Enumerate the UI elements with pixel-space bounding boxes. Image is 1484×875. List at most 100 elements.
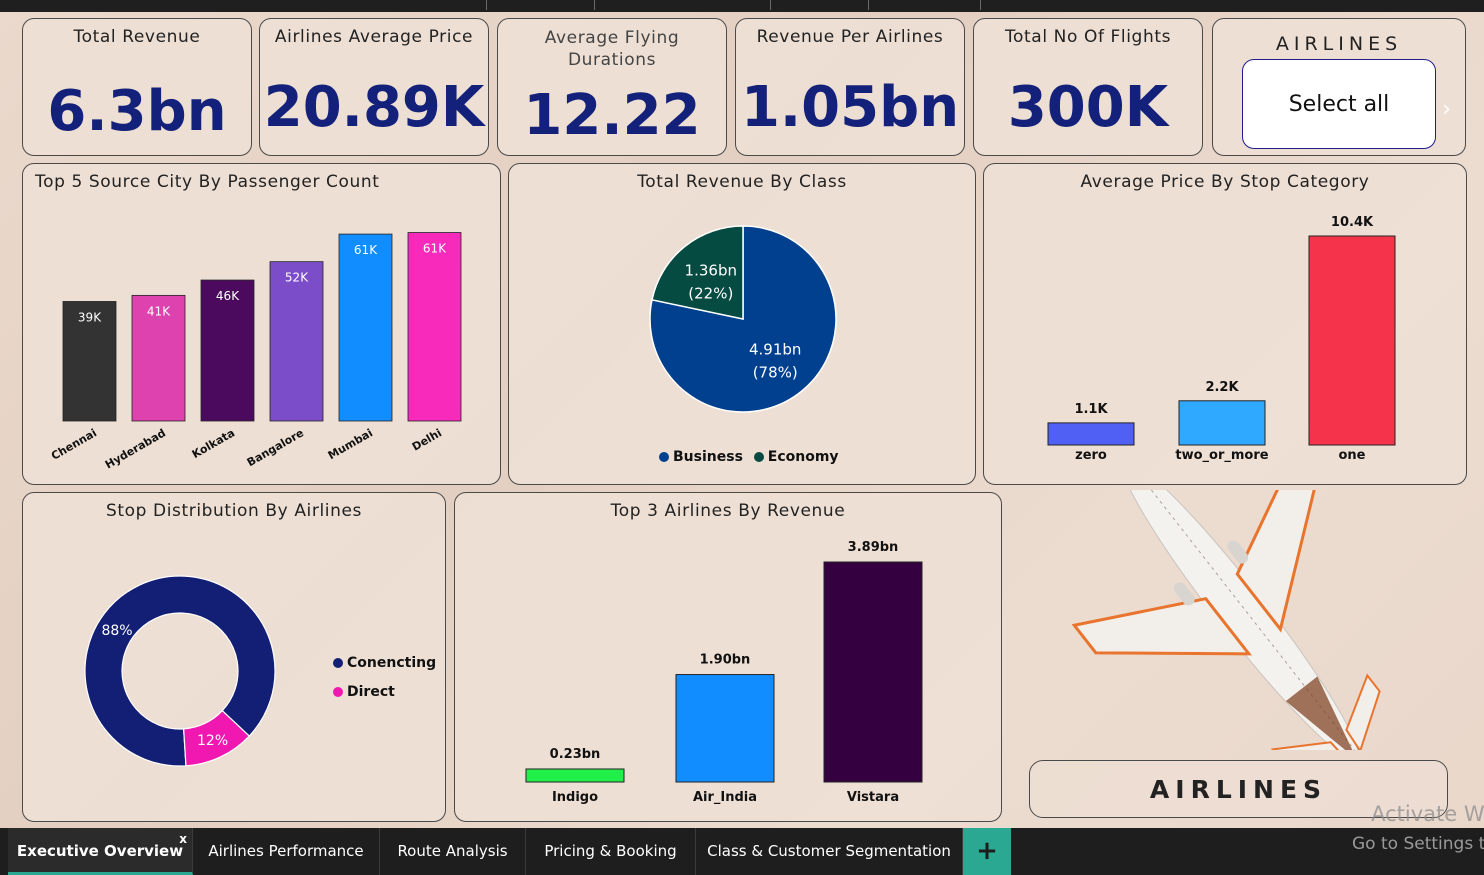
category-label-bangalore: Bangalore <box>245 426 306 469</box>
chart-revenue-by-class: Total Revenue By Class 4.91bn (78%) 1.36bn… <box>508 163 976 485</box>
donut-slice-conencting <box>84 575 276 767</box>
pie-slice-economy <box>651 225 744 320</box>
kpi-total-flights: Total No Of Flights 300K <box>973 18 1203 156</box>
bar-vistara <box>823 561 923 783</box>
add-page-button[interactable]: + <box>963 828 1011 875</box>
chart-top5-source-city: Top 5 Source City By Passenger Count 39K… <box>22 163 501 485</box>
tab-class-customer-segmentation[interactable]: Class & Customer Segmentation <box>696 828 963 875</box>
legend-label-economy: Economy <box>767 449 839 465</box>
legend-label-business: Business <box>673 449 743 465</box>
kpi-label-line1: Average Flying <box>544 28 680 48</box>
bar-zero <box>1047 422 1135 446</box>
slice-pct-business: (78%) <box>753 364 798 382</box>
category-label-chennai: Chennai <box>49 426 99 462</box>
kpi-value: 1.05bn <box>740 75 960 140</box>
bar-hyderabad <box>131 294 186 422</box>
kpi-value: 20.89K <box>263 75 485 140</box>
kpi-average-price: Airlines Average Price 20.89K <box>259 18 489 156</box>
legend-dot-connecting <box>333 658 343 668</box>
kpi-label: Revenue Per Airlines <box>756 27 944 47</box>
airlines-slicer: AIRLINES Select all › <box>1212 18 1466 156</box>
chart-title: Total Revenue By Class <box>637 172 847 192</box>
bar-two-or-more <box>1178 400 1266 446</box>
data-label-bangalore: 52K <box>285 271 309 285</box>
slice-label-direct: 12% <box>197 733 228 749</box>
tab-pricing-booking[interactable]: Pricing & Booking <box>526 828 696 875</box>
chart-stop-distribution: Stop Distribution By Airlines 88% 12% Con… <box>22 492 446 822</box>
bar-one <box>1308 235 1396 446</box>
kpi-value: 300K <box>1007 75 1169 140</box>
bar-delhi <box>407 232 462 422</box>
kpi-label: Airlines Average Price <box>274 27 474 47</box>
category-label-delhi: Delhi <box>410 426 444 453</box>
bar-indigo <box>525 768 625 783</box>
kpi-value: 6.3bn <box>47 79 227 144</box>
activation-watermark-line1: Activate Wi <box>1371 802 1484 826</box>
slice-value-business: 4.91bn <box>749 341 801 359</box>
data-label-hyderabad: 41K <box>147 304 171 318</box>
slice-pct-economy: (22%) <box>688 284 733 302</box>
data-label-mumbai: 61K <box>354 243 378 257</box>
kpi-value: 12.22 <box>523 83 701 148</box>
legend-dot-direct <box>333 687 343 697</box>
kpi-label-line2: Durations <box>567 50 657 70</box>
bar-bangalore <box>269 261 324 422</box>
pie-chart-revenue-class: 4.91bn (78%) 1.36bn (22%) <box>649 225 837 413</box>
data-label-chennai: 39K <box>78 310 102 324</box>
legend-dot-business <box>659 452 669 462</box>
tab-airlines-performance[interactable]: Airlines Performance <box>193 828 380 875</box>
chart-title: Average Price By Stop Category <box>1080 172 1370 192</box>
data-label-two-or-more: 2.2K <box>1205 380 1239 395</box>
slice-value-economy: 1.36bn <box>685 261 737 279</box>
bar-mumbai <box>338 233 393 422</box>
data-label-one: 10.4K <box>1331 215 1374 230</box>
category-label-kolkata: Kolkata <box>190 426 237 461</box>
data-label-vistara: 3.89bn <box>848 540 899 555</box>
category-label-air-india: Air_India <box>693 790 757 805</box>
kpi-total-revenue: Total Revenue 6.3bn <box>22 18 252 156</box>
kpi-revenue-per-airline: Revenue Per Airlines 1.05bn <box>735 18 965 156</box>
category-label-two-or-more: two_or_more <box>1175 448 1268 463</box>
chart-avg-price-stop: Average Price By Stop Category 1.1K zero 2… <box>983 163 1467 485</box>
legend-revenue-class: Business Economy <box>659 449 839 465</box>
donut-chart-stop-distribution: 88% 12% <box>84 575 276 767</box>
kpi-label: Total Revenue <box>73 27 201 47</box>
data-label-air-india: 1.90bn <box>700 653 751 668</box>
chart-top3-airlines: Top 3 Airlines By Revenue 0.23bn Indigo 1.… <box>454 492 1002 822</box>
tab-route-analysis[interactable]: Route Analysis <box>380 828 526 875</box>
bar-chart-source-city: 39K Chennai 41K Hyderabad 46K Kolkata 52K Banga… <box>49 232 462 471</box>
top-toolbar-strip <box>0 0 1484 12</box>
data-label-zero: 1.1K <box>1074 402 1108 417</box>
chart-title: Top 3 Airlines By Revenue <box>610 501 846 521</box>
legend-stop-distribution: Conencting Direct <box>333 649 436 707</box>
tab-label: Executive Overview <box>16 842 184 860</box>
bar-kolkata <box>200 279 255 422</box>
kpi-average-duration: Average Flying Durations 12.22 <box>497 18 727 156</box>
bar-chart-top-airlines: 0.23bn Indigo 1.90bn Air_India 3.89bn Vistara <box>525 540 923 805</box>
category-label-zero: zero <box>1075 448 1107 463</box>
chart-title: Stop Distribution By Airlines <box>105 501 363 521</box>
kpi-label: Total No Of Flights <box>1004 27 1172 47</box>
legend-label-direct: Direct <box>347 684 395 700</box>
category-label-vistara: Vistara <box>847 790 899 805</box>
chevron-right-icon[interactable]: › <box>1442 97 1451 122</box>
legend-label-connecting: Conencting <box>347 655 437 671</box>
data-label-indigo: 0.23bn <box>550 747 601 762</box>
slice-label-conencting: 88% <box>101 623 132 639</box>
airplane-image <box>1071 490 1381 750</box>
category-label-one: one <box>1338 448 1365 463</box>
category-label-indigo: Indigo <box>552 790 598 805</box>
tab-executive-overview[interactable]: Executive Overview x <box>8 828 193 875</box>
category-label-mumbai: Mumbai <box>326 426 375 462</box>
page-tab-bar: Executive Overview x Airlines Performanc… <box>0 828 1484 875</box>
activation-watermark-line2: Go to Settings to <box>1352 834 1484 854</box>
legend-dot-economy <box>753 452 764 462</box>
select-all-button[interactable]: Select all <box>1242 59 1436 149</box>
donut-slice-direct <box>183 709 251 767</box>
bar-air-india <box>675 674 775 783</box>
slicer-label: AIRLINES <box>1275 33 1403 55</box>
data-label-delhi: 61K <box>423 242 447 256</box>
close-tab-icon[interactable]: x <box>179 832 187 846</box>
bar-chennai <box>62 301 117 422</box>
category-label-hyderabad: Hyderabad <box>103 426 168 471</box>
